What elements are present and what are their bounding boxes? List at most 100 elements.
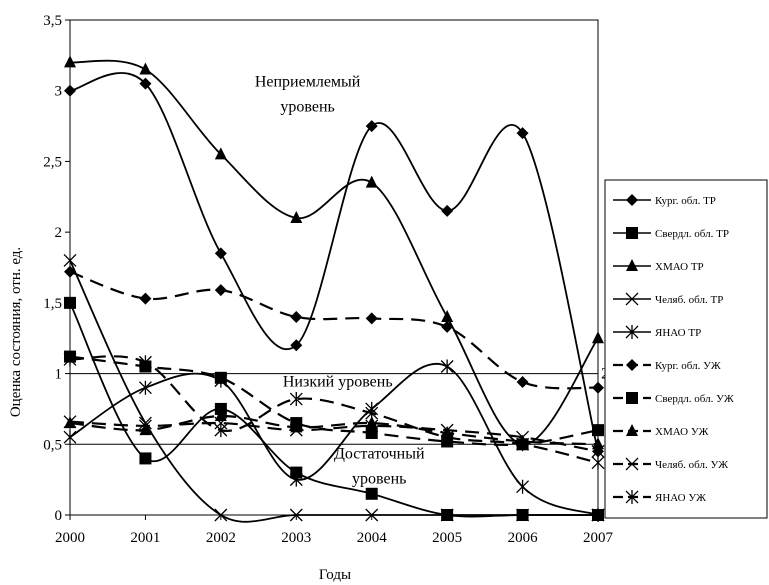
legend-label: ЯНАО ТР	[655, 327, 701, 339]
data-point	[63, 415, 77, 429]
legend-label: Свердл. обл. ТР	[655, 228, 729, 240]
data-point	[365, 175, 378, 188]
x-tick-label: 2002	[206, 530, 236, 546]
annotation-text: Неприемлемый	[255, 73, 361, 90]
legend-marker	[626, 194, 638, 206]
legend-label: ЯНАО УЖ	[655, 492, 706, 504]
data-point	[138, 416, 152, 430]
data-point	[139, 77, 152, 90]
legend-label: Свердл. обл. УЖ	[655, 393, 734, 405]
legend-marker	[626, 424, 638, 436]
data-point	[139, 423, 152, 436]
data-point	[289, 423, 303, 437]
data-point	[290, 339, 303, 352]
data-point	[592, 437, 604, 450]
data-point	[516, 127, 529, 140]
data-point	[138, 380, 152, 395]
data-point	[63, 253, 77, 267]
data-point	[592, 424, 604, 437]
data-point	[64, 265, 76, 278]
data-point	[289, 472, 303, 487]
x-tick-label: 2001	[130, 530, 160, 546]
data-point	[214, 247, 227, 260]
data-point	[214, 284, 227, 297]
y-tick-label: 3,5	[43, 13, 62, 29]
legend-item: Челяб. обл. ТР	[613, 292, 723, 306]
data-point	[516, 376, 529, 389]
series-line	[69, 270, 599, 390]
axes: 0 0,5 1 1,5 2 2,5 3 3,5 2000 2001 2002 2003 2004 2005…	[43, 13, 613, 546]
y-tick-label: 0,5	[43, 437, 62, 453]
x-tick-label: 2007	[583, 530, 614, 546]
data-point	[365, 487, 378, 500]
legend-label: Кург. обл. ТР	[655, 195, 716, 207]
legend-marker	[626, 359, 638, 371]
y-axis-title: Оценка состояния, отн. ед.	[8, 247, 24, 417]
legend-label: ХМАО ТР	[655, 261, 704, 273]
legend-marker	[626, 259, 638, 271]
legend-label: Челяб. обл. ТР	[655, 294, 723, 306]
data-point	[516, 437, 530, 452]
y-tick-label: 2	[55, 225, 63, 241]
annotation-text: уровень	[352, 470, 406, 487]
data-point	[64, 55, 76, 68]
series-line	[69, 355, 599, 447]
series-line	[69, 302, 598, 518]
x-tick-label: 2000	[55, 530, 85, 546]
legend-item: ЯНАО УЖ	[613, 490, 706, 504]
x-axis-title: Годы	[319, 567, 351, 583]
series	[64, 72, 604, 458]
data-point	[365, 120, 378, 133]
y-tick-label: 0	[55, 508, 63, 524]
data-point	[214, 147, 227, 160]
series-line	[69, 420, 599, 453]
data-point	[214, 402, 227, 415]
legend: Кург. обл. ТР Свердл. обл. ТР ХМАО ТР Челяб…	[604, 179, 768, 519]
data-point	[365, 419, 379, 433]
x-tick-label: 2003	[281, 530, 311, 546]
legend-item: Кург. обл. ТР	[613, 194, 716, 207]
x-tick-label: 2006	[508, 530, 539, 546]
data-point	[63, 352, 77, 367]
data-point	[516, 430, 530, 444]
annotations: Неприемлемый уровень Низкий уровень Достато…	[255, 73, 609, 487]
annotation-text: Низкий уровень	[283, 373, 393, 390]
series	[63, 352, 605, 470]
data-point	[214, 416, 228, 430]
data-point	[592, 381, 604, 394]
data-point	[214, 423, 228, 438]
y-tick-label: 1,5	[43, 296, 62, 312]
annotation-text: уровень	[280, 98, 334, 115]
data-point	[139, 452, 152, 465]
data-point	[290, 311, 303, 323]
legend-marker	[625, 490, 639, 504]
data-point	[440, 359, 454, 374]
x-tick-label: 2004	[357, 530, 388, 546]
legend-item: Кург. обл. УЖ	[613, 359, 721, 372]
series	[63, 359, 605, 522]
legend-item: Свердл. обл. ТР	[613, 227, 729, 240]
data-point	[63, 430, 77, 445]
legend-item: Свердл. обл. УЖ	[613, 392, 734, 405]
data-point	[591, 444, 605, 458]
legend-marker	[626, 392, 638, 404]
data-point	[441, 310, 454, 322]
legend-item: ХМАО УЖ	[613, 424, 709, 438]
data-point	[290, 466, 303, 479]
data-point	[139, 292, 152, 305]
data-point	[516, 479, 530, 494]
series-line	[69, 363, 599, 516]
y-tick-label: 2,5	[43, 154, 62, 170]
data-point	[440, 423, 454, 437]
data-point	[365, 406, 379, 421]
y-tick-label: 3	[55, 84, 63, 100]
legend-item: Челяб. обл. УЖ	[613, 457, 728, 471]
data-point	[139, 62, 152, 75]
series	[64, 265, 604, 394]
legend-marker	[625, 325, 639, 339]
data-point	[289, 392, 303, 407]
legend-label: Челяб. обл. УЖ	[655, 459, 728, 471]
data-point	[441, 320, 454, 333]
data-point	[365, 312, 378, 325]
